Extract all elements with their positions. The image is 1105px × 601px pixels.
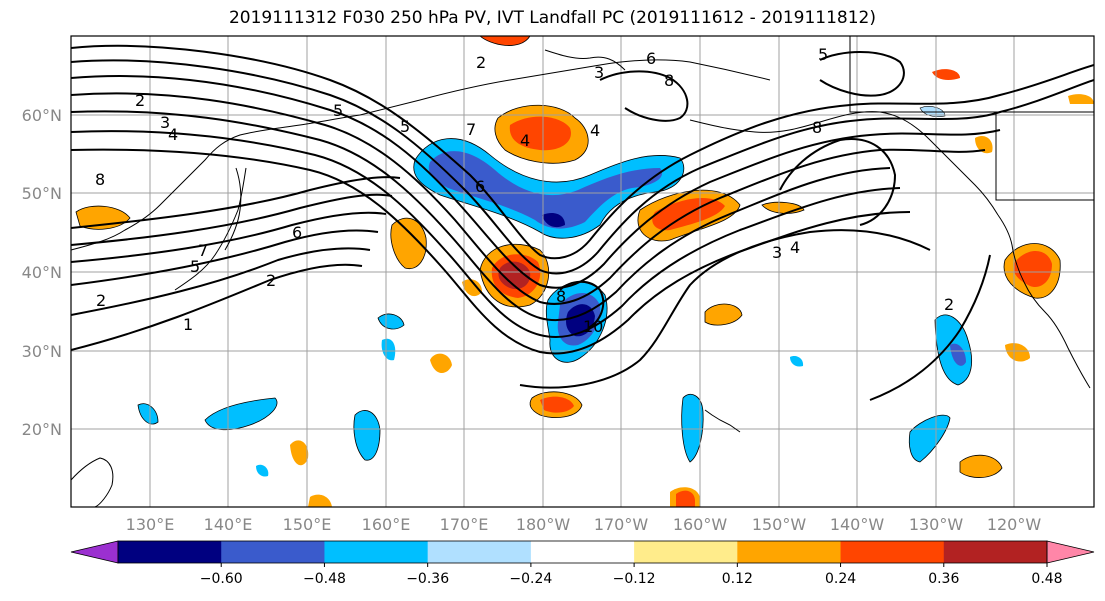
colorbar: −0.60 −0.48 −0.36 −0.24 −0.12 0.12 0.24 0.36 0.4… — [70, 540, 1095, 587]
contour-label: 2 — [266, 271, 276, 290]
lon-label: 140°E — [204, 515, 253, 534]
colorbar-swatch — [221, 541, 325, 563]
colorbar-swatch — [840, 541, 945, 563]
lon-label: 160°E — [362, 515, 411, 534]
contour-label: 4 — [590, 121, 600, 140]
contour-label: 5 — [333, 101, 343, 120]
colorbar-tick-label: 0.24 — [825, 571, 856, 587]
contour-label: 4 — [790, 238, 800, 257]
contour-label: 2 — [476, 53, 486, 72]
lon-label: 130°E — [126, 515, 175, 534]
contour-label: 8 — [95, 170, 105, 189]
gridlines — [71, 36, 1094, 507]
lat-label: 20°N — [22, 420, 62, 439]
longitude-labels: 130°E 140°E 150°E 160°E 170°E 180°W 170°… — [126, 515, 1042, 534]
contour-label: 10 — [583, 317, 603, 336]
lon-label: 170°W — [594, 515, 649, 534]
contour-label: 4 — [520, 131, 530, 150]
lon-label: 180°W — [516, 515, 571, 534]
colorbar-tick-label: −0.48 — [303, 571, 346, 587]
lon-label: 170°E — [440, 515, 489, 534]
colorbar-swatches — [70, 540, 1095, 564]
latitude-labels: 60°N 50°N 40°N 30°N 20°N — [22, 106, 62, 439]
negative-anomaly-regions — [137, 106, 973, 477]
contour-label: 2 — [135, 91, 145, 110]
contour-label: 7 — [466, 120, 476, 139]
contour-label: 2 — [944, 295, 954, 314]
colorbar-swatch — [943, 541, 1048, 563]
colorbar-extend-high — [1046, 540, 1095, 564]
contour-label: 6 — [475, 177, 485, 196]
colorbar-tick-label: 0.12 — [722, 571, 753, 587]
lon-label: 150°W — [752, 515, 807, 534]
contour-label: 5 — [818, 45, 828, 64]
colorbar-tick-label: 0.36 — [928, 571, 959, 587]
colorbar-tick-label: −0.36 — [406, 571, 449, 587]
colorbar-tick-label: 0.48 — [1031, 571, 1062, 587]
contour-label: 3 — [594, 63, 604, 82]
coastlines — [71, 36, 1094, 507]
colorbar-tick-label: −0.12 — [613, 571, 656, 587]
contour-label: 5 — [190, 257, 200, 276]
colorbar-border — [117, 540, 1048, 564]
pv-contours — [71, 44, 1094, 401]
contour-labels: 2 3 4 5 8 7 6 5 2 1 6 7 2 3 8 4 5 8 2 10… — [95, 45, 954, 336]
contour-label: 5 — [400, 117, 410, 136]
colorbar-swatch — [634, 541, 738, 563]
contour-label: 1 — [183, 315, 193, 334]
lon-label: 140°W — [830, 515, 885, 534]
lon-label: 130°W — [909, 515, 964, 534]
colorbar-swatch — [530, 541, 635, 563]
contour-label: 2 — [96, 291, 106, 310]
lat-label: 60°N — [22, 106, 62, 125]
lat-label: 40°N — [22, 263, 62, 282]
contour-label: 8 — [812, 118, 822, 137]
contour-label: 3 — [772, 243, 782, 262]
contour-label: 6 — [292, 223, 302, 242]
contour-label: 3 — [160, 113, 170, 132]
contour-label: 6 — [646, 49, 656, 68]
shading-layer — [75, 36, 1094, 507]
lat-label: 30°N — [22, 342, 62, 361]
lon-label: 120°W — [987, 515, 1042, 534]
colorbar-swatch — [427, 541, 532, 563]
colorbar-tick-label: −0.24 — [509, 571, 552, 587]
map-title: 2019111312 F030 250 hPa PV, IVT Landfall… — [228, 8, 876, 28]
contour-label: 8 — [556, 287, 566, 306]
lon-label: 160°W — [673, 515, 728, 534]
colorbar-swatch — [118, 541, 222, 563]
lat-label: 50°N — [22, 184, 62, 203]
colorbar-tick-label: −0.60 — [200, 571, 243, 587]
lon-label: 150°E — [283, 515, 332, 534]
contour-label: 4 — [168, 125, 178, 144]
colorbar-swatch — [324, 541, 429, 563]
colorbar-extend-low — [70, 540, 119, 564]
colorbar-ticks: −0.60 −0.48 −0.36 −0.24 −0.12 0.12 0.24 0.36 0.4… — [200, 563, 1063, 587]
colorbar-swatch — [737, 541, 842, 563]
contour-label: 7 — [198, 241, 208, 260]
contour-label: 8 — [664, 71, 674, 90]
map-frame — [70, 35, 1095, 508]
